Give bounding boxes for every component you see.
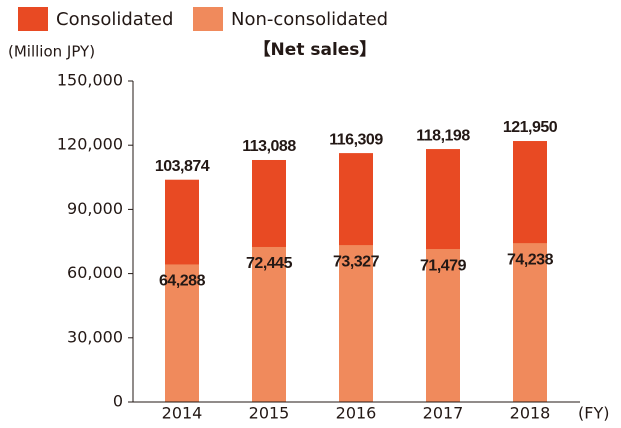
x-tick-label: 2017 [423,404,464,423]
x-tick-label: 2016 [336,404,377,423]
x-tick-label: 2015 [249,404,290,423]
x-tick-label: 2014 [162,404,203,423]
bar [513,243,547,402]
y-tick-label: 0 [113,392,123,411]
y-tick-label: 60,000 [67,263,123,282]
value-label: 103,874 [155,158,210,175]
value-label: 118,198 [416,127,470,144]
value-label: 71,479 [420,257,467,274]
y-tick-label: 30,000 [67,327,123,346]
value-label: 72,445 [246,255,293,272]
bar [426,249,460,402]
value-label: 116,309 [329,131,383,148]
value-label: 74,238 [507,251,554,268]
bar [165,264,199,402]
value-label: 113,088 [242,138,296,155]
legend-swatch [18,7,48,31]
legend-label: Consolidated [56,9,173,30]
x-tick-label: 2018 [510,404,551,423]
y-axis-label: (Million JPY) [8,43,95,61]
y-tick-label: 120,000 [57,135,123,154]
legend-swatch [193,7,223,31]
value-label: 121,950 [503,119,558,136]
bar [252,246,286,402]
value-label: 64,288 [159,273,206,290]
x-axis-label: (FY) [578,404,609,423]
y-tick-label: 90,000 [67,199,123,218]
chart-title: 【Net sales】 [254,39,377,60]
legend-label: Non-consolidated [231,9,388,30]
value-label: 73,327 [333,253,380,270]
y-tick-label: 150,000 [57,71,123,90]
bar [339,245,373,402]
